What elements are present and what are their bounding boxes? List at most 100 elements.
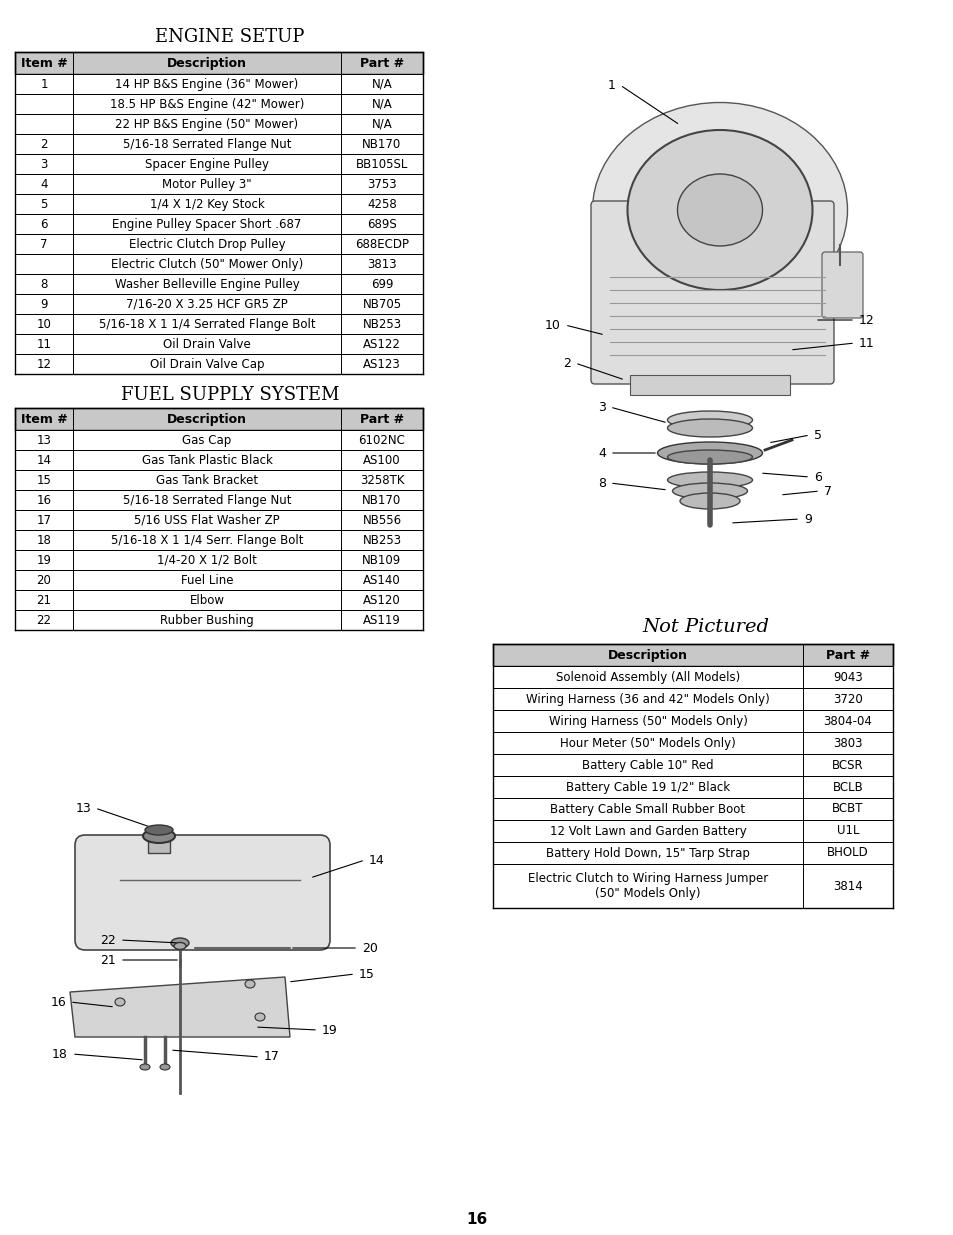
Bar: [15, 354, 422, 374]
Text: Gas Cap: Gas Cap: [182, 433, 232, 447]
FancyBboxPatch shape: [148, 835, 171, 853]
Text: 5/16-18 X 1 1/4 Serr. Flange Bolt: 5/16-18 X 1 1/4 Serr. Flange Bolt: [111, 534, 303, 547]
Text: Elbow: Elbow: [190, 594, 224, 606]
Ellipse shape: [140, 1065, 150, 1070]
Text: U1L: U1L: [836, 825, 859, 837]
Text: Battery Cable 19 1/2" Black: Battery Cable 19 1/2" Black: [565, 781, 729, 794]
Bar: [493, 864, 892, 908]
Text: 21: 21: [36, 594, 51, 606]
Ellipse shape: [160, 1065, 170, 1070]
Text: AS120: AS120: [363, 594, 400, 606]
Text: NB705: NB705: [362, 298, 401, 310]
Text: 11: 11: [858, 336, 874, 350]
Text: Hour Meter (50" Models Only): Hour Meter (50" Models Only): [559, 736, 735, 750]
Text: 14 HP B&S Engine (36" Mower): 14 HP B&S Engine (36" Mower): [115, 78, 298, 90]
Bar: [15, 333, 422, 354]
Text: 18: 18: [52, 1047, 68, 1061]
Text: BCSR: BCSR: [831, 758, 862, 772]
Bar: [15, 610, 422, 630]
Bar: [493, 688, 892, 710]
Text: 1: 1: [607, 79, 616, 91]
Bar: [493, 820, 892, 842]
Text: AS119: AS119: [363, 614, 400, 626]
Text: 10: 10: [544, 319, 560, 331]
Text: 3: 3: [598, 400, 605, 414]
Ellipse shape: [667, 450, 752, 464]
Ellipse shape: [171, 939, 189, 948]
Bar: [15, 530, 422, 550]
Text: 18: 18: [36, 534, 51, 547]
Text: N/A: N/A: [372, 78, 392, 90]
Bar: [15, 74, 422, 94]
Text: 19: 19: [36, 553, 51, 567]
Text: N/A: N/A: [372, 117, 392, 131]
Text: 5/16-18 Serrated Flange Nut: 5/16-18 Serrated Flange Nut: [123, 494, 291, 506]
Bar: [15, 550, 422, 571]
Text: 3804-04: 3804-04: [822, 715, 872, 727]
Bar: [15, 114, 422, 135]
Text: 13: 13: [36, 433, 51, 447]
Text: 3803: 3803: [832, 736, 862, 750]
Text: Description: Description: [167, 57, 247, 69]
Text: NB253: NB253: [362, 317, 401, 331]
Text: NB253: NB253: [362, 534, 401, 547]
Ellipse shape: [592, 103, 846, 317]
Text: Part #: Part #: [359, 57, 404, 69]
Text: 2: 2: [40, 137, 48, 151]
Text: 4: 4: [40, 178, 48, 190]
Text: Electric Clutch (50" Mower Only): Electric Clutch (50" Mower Only): [111, 258, 303, 270]
Text: 7/16-20 X 3.25 HCF GR5 ZP: 7/16-20 X 3.25 HCF GR5 ZP: [126, 298, 288, 310]
Text: 18.5 HP B&S Engine (42" Mower): 18.5 HP B&S Engine (42" Mower): [110, 98, 304, 110]
Text: 4258: 4258: [367, 198, 396, 210]
Text: 12: 12: [36, 357, 51, 370]
Bar: [493, 666, 892, 688]
Text: Electric Clutch to Wiring Harness Jumper
(50" Models Only): Electric Clutch to Wiring Harness Jumper…: [527, 872, 767, 900]
Text: N/A: N/A: [372, 98, 392, 110]
Text: 688ECDP: 688ECDP: [355, 237, 409, 251]
Bar: [493, 643, 892, 666]
Bar: [15, 254, 422, 274]
Bar: [15, 590, 422, 610]
FancyBboxPatch shape: [75, 835, 330, 950]
Text: 1/4-20 X 1/2 Bolt: 1/4-20 X 1/2 Bolt: [157, 553, 256, 567]
Text: Item #: Item #: [21, 57, 68, 69]
Text: 1/4 X 1/2 Key Stock: 1/4 X 1/2 Key Stock: [150, 198, 264, 210]
Text: AS140: AS140: [363, 573, 400, 587]
Ellipse shape: [667, 419, 752, 437]
Text: 10: 10: [36, 317, 51, 331]
Ellipse shape: [627, 130, 812, 290]
Text: 5/16-18 Serrated Flange Nut: 5/16-18 Serrated Flange Nut: [123, 137, 291, 151]
Text: AS100: AS100: [363, 453, 400, 467]
Text: BCBT: BCBT: [831, 803, 862, 815]
Text: 8: 8: [598, 477, 605, 489]
Ellipse shape: [145, 825, 172, 835]
Text: 6102NC: 6102NC: [358, 433, 405, 447]
Bar: [15, 94, 422, 114]
Text: Battery Hold Down, 15" Tarp Strap: Battery Hold Down, 15" Tarp Strap: [545, 846, 749, 860]
Text: Engine Pulley Spacer Short .687: Engine Pulley Spacer Short .687: [112, 217, 301, 231]
Text: 3813: 3813: [367, 258, 396, 270]
Bar: [493, 798, 892, 820]
Ellipse shape: [672, 483, 747, 499]
Ellipse shape: [667, 472, 752, 488]
Text: 2: 2: [562, 357, 571, 369]
Text: NB556: NB556: [362, 514, 401, 526]
Text: 8: 8: [40, 278, 48, 290]
Text: Washer Belleville Engine Pulley: Washer Belleville Engine Pulley: [114, 278, 299, 290]
Text: Motor Pulley 3": Motor Pulley 3": [162, 178, 252, 190]
Text: Fuel Line: Fuel Line: [180, 573, 233, 587]
Ellipse shape: [143, 829, 174, 844]
Bar: [15, 214, 422, 233]
Text: Item #: Item #: [21, 412, 68, 426]
Text: 19: 19: [322, 1024, 337, 1036]
Ellipse shape: [677, 174, 761, 246]
Text: 13: 13: [75, 802, 91, 815]
Polygon shape: [70, 977, 290, 1037]
Bar: [629, 375, 789, 395]
Text: 5/16-18 X 1 1/4 Serrated Flange Bolt: 5/16-18 X 1 1/4 Serrated Flange Bolt: [98, 317, 315, 331]
Text: 15: 15: [358, 967, 375, 981]
Text: Spacer Engine Pulley: Spacer Engine Pulley: [145, 158, 269, 170]
Text: NB170: NB170: [362, 137, 401, 151]
Text: Solenoid Assembly (All Models): Solenoid Assembly (All Models): [556, 671, 740, 683]
Text: 1: 1: [40, 78, 48, 90]
